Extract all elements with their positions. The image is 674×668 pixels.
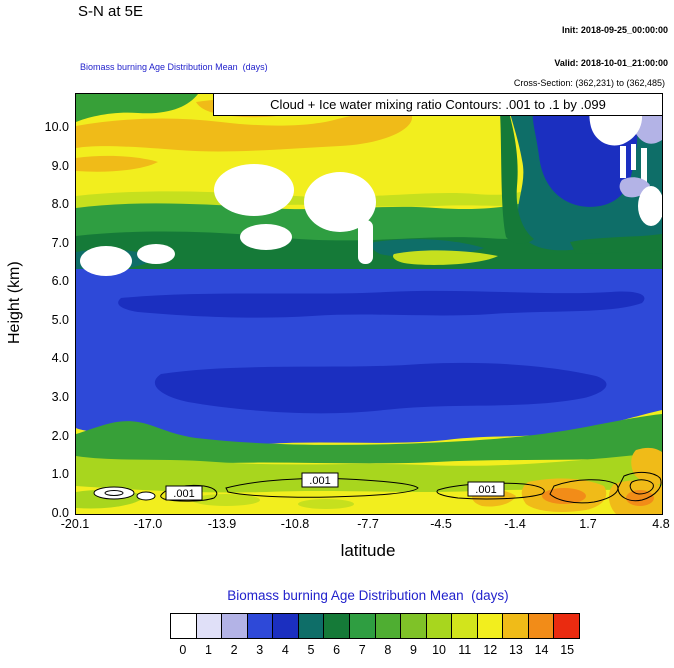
colorbar-cell	[196, 614, 223, 638]
x-tick: 1.7	[579, 517, 597, 531]
colorbar-cell	[554, 614, 579, 638]
y-tick: 1.0	[51, 467, 69, 481]
y-axis-ticks: 10.0 9.0 8.0 7.0 6.0 5.0 4.0 3.0 2.0 1.0…	[30, 93, 72, 520]
colorbar-label: 7	[358, 643, 366, 657]
svg-text:.001: .001	[475, 484, 496, 496]
y-tick: 6.0	[51, 274, 69, 288]
x-tick: -20.1	[60, 517, 90, 531]
y-tick: 3.0	[51, 390, 69, 404]
y-tick: 9.0	[51, 159, 69, 173]
colorbar-cell	[528, 614, 555, 638]
colorbar-labels: 0 1 2 3 4 5 6 7 8 9 10 11 12 13 14 15	[170, 643, 580, 657]
svg-text:.001: .001	[309, 475, 330, 487]
x-tick: -7.7	[357, 517, 379, 531]
colorbar-label: 0	[179, 643, 187, 657]
colorbar-cell	[222, 614, 248, 638]
x-tick: -1.4	[504, 517, 526, 531]
init-time: Init: 2018-09-25_00:00:00	[561, 24, 668, 35]
plot-area: .001 .001 .001 Cloud + Ice water mixing …	[75, 93, 663, 515]
colorbar-label: 8	[384, 643, 392, 657]
cross-section-label: Cross-Section: (362,231) to (362,485)	[513, 78, 665, 88]
colorbar-cell	[426, 614, 453, 638]
y-axis-title: Height (km)	[6, 261, 23, 345]
y-tick: 7.0	[51, 236, 69, 250]
x-tick: -17.0	[133, 517, 163, 531]
colorbar-label: 6	[333, 643, 341, 657]
colorbar-cell	[247, 614, 274, 638]
model-times: Init: 2018-09-25_00:00:00 Valid: 2018-10…	[554, 2, 668, 92]
y-tick: 8.0	[51, 197, 69, 211]
colorbar-label: 14	[534, 643, 549, 657]
colorbar-cell	[477, 614, 504, 638]
colorbar-title: Biomass burning Age Distribution Mean (d…	[227, 588, 509, 603]
contour-label: .001	[467, 481, 505, 497]
colorbar-label: 1	[204, 643, 212, 657]
y-tick: 2.0	[51, 429, 69, 443]
cloud-ice-contours	[93, 471, 662, 504]
colorbar-label: 12	[483, 643, 498, 657]
colorbar-label: 10	[432, 643, 447, 657]
colorbar-cell	[298, 614, 325, 638]
x-tick: 4.8	[652, 517, 670, 531]
y-tick: 4.0	[51, 351, 69, 365]
colorbar-label: 3	[256, 643, 264, 657]
x-axis-ticks: -20.1 -17.0 -13.9 -10.8 -7.7 -4.5 -1.4 1…	[61, 517, 670, 533]
valid-time: Valid: 2018-10-01_21:00:00	[554, 58, 668, 69]
colorbar-label: 9	[409, 643, 417, 657]
colorbar-cell	[375, 614, 402, 638]
colorbar-cell	[452, 614, 478, 638]
colorbar	[170, 613, 580, 639]
contour-label: .001	[301, 472, 339, 488]
colorbar-cell	[503, 614, 529, 638]
y-tick: 0.0	[51, 506, 69, 520]
page-title: S-N at 5E	[78, 3, 144, 20]
x-tick: -4.5	[430, 517, 452, 531]
x-tick: -13.9	[207, 517, 237, 531]
colorbar-label: 4	[281, 643, 289, 657]
colorbar-label: 11	[458, 643, 472, 657]
colorbar-label: 2	[230, 643, 238, 657]
colorbar-label: 15	[560, 643, 575, 657]
colorbar-cell	[171, 614, 197, 638]
colorbar-label: 13	[508, 643, 523, 657]
colorbar-cell	[273, 614, 299, 638]
colorbar-cell	[324, 614, 350, 638]
colorbar-cell	[401, 614, 427, 638]
cross-section-field: .001 .001 .001	[76, 94, 662, 514]
fill-field-label: Biomass burning Age Distribution Mean (d…	[80, 62, 268, 73]
svg-text:.001: .001	[173, 488, 194, 500]
colorbar-label: 5	[307, 643, 315, 657]
contour-label: .001	[165, 485, 203, 501]
colorbar-cell	[349, 614, 376, 638]
x-tick: -10.8	[280, 517, 310, 531]
y-tick: 10.0	[44, 120, 69, 134]
y-tick: 5.0	[51, 313, 69, 327]
x-axis-title: latitude	[340, 541, 396, 560]
contour-info-box: Cloud + Ice water mixing ratio Contours:…	[213, 94, 662, 116]
